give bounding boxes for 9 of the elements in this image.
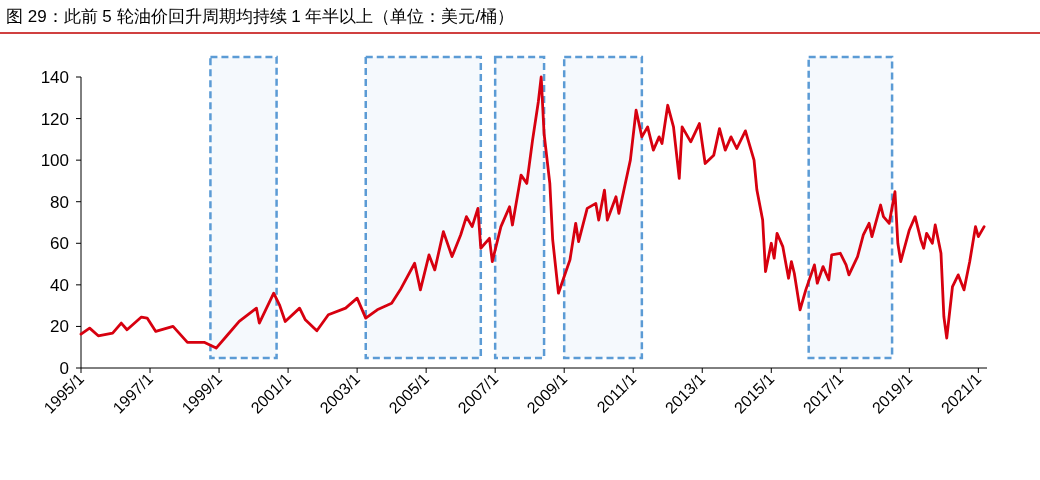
ytick: 0 [59,359,69,378]
ytick: 140 [40,68,69,87]
ytick: 20 [50,317,69,337]
ytick: 40 [50,275,69,295]
ytick: 80 [50,192,69,212]
ytick: 60 [50,234,69,254]
title: 图 29：此前 5 轮油价回升周期均持续 1 年半以上（单位：美元/桶） [6,7,515,26]
ytick: 120 [40,109,69,129]
ytick: 100 [40,151,69,171]
